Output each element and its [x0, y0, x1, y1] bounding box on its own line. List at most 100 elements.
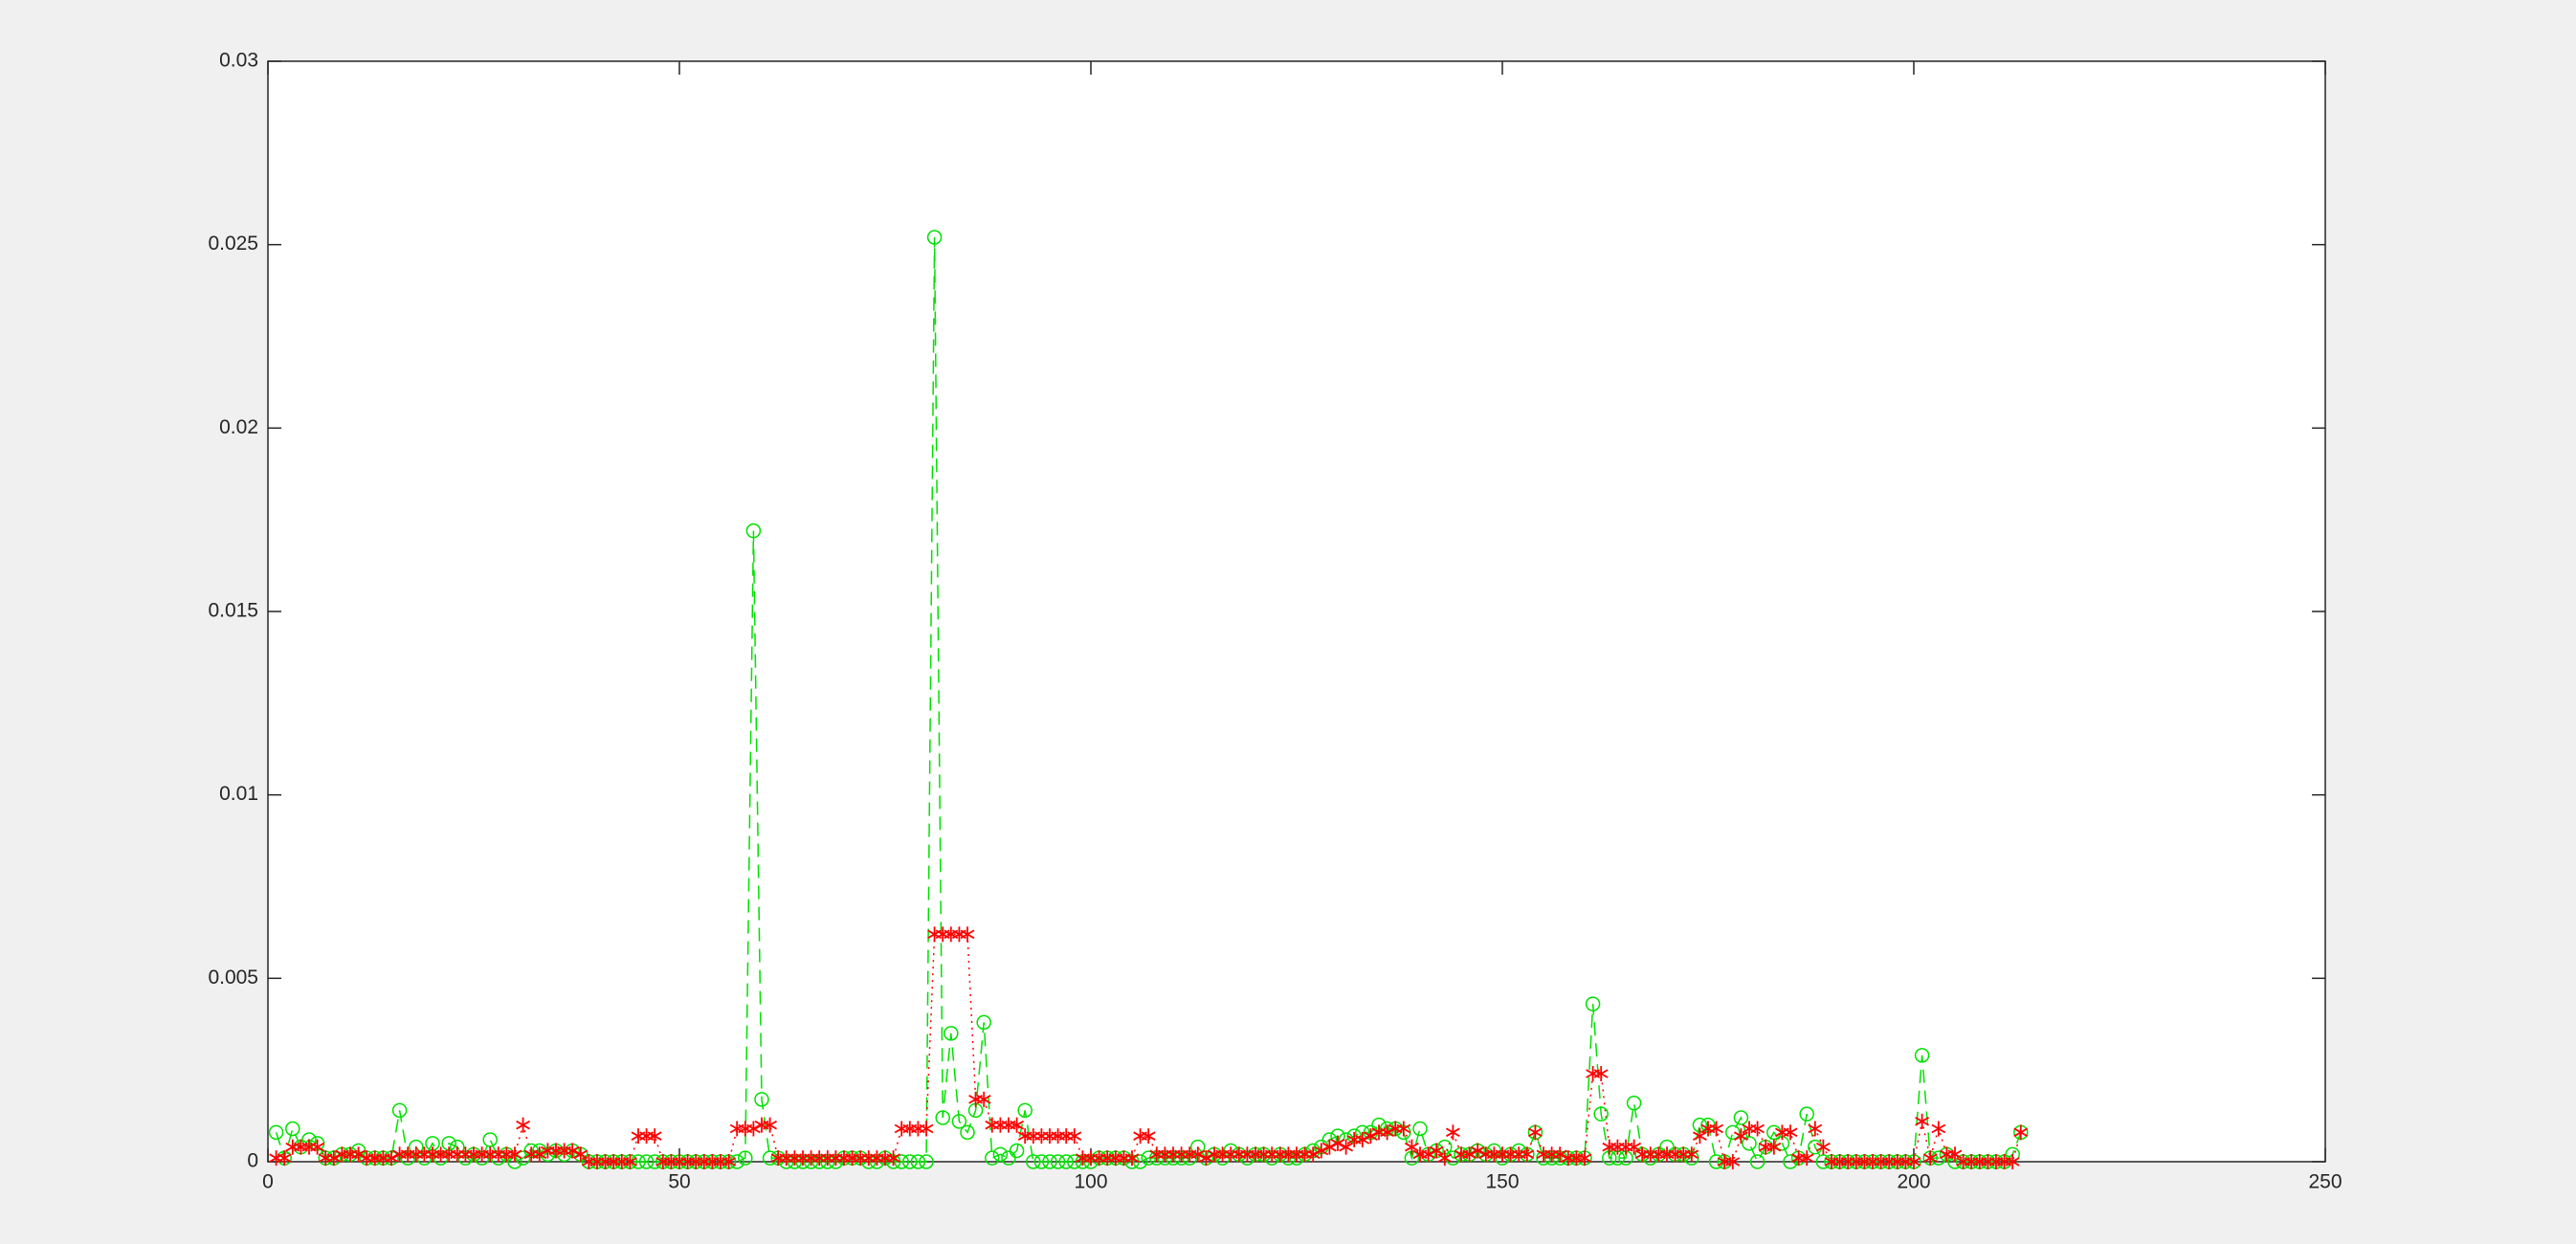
- asterisk-stroke: [745, 1123, 761, 1134]
- asterisk-stroke: [1421, 1149, 1436, 1160]
- x-tick-label: 200: [1897, 1171, 1930, 1193]
- asterisk-stroke: [507, 1149, 522, 1160]
- circle-marker: [1017, 1102, 1033, 1119]
- asterisk-marker: [1380, 1124, 1395, 1141]
- x-tick-label: 150: [1485, 1171, 1519, 1193]
- circle-marker: [1783, 1154, 1798, 1169]
- asterisk-marker: [1709, 1121, 1724, 1137]
- asterisk-marker: [622, 1154, 637, 1169]
- asterisk-stroke: [532, 1149, 547, 1160]
- asterisk-marker: [763, 1117, 778, 1133]
- circle-marker: [1042, 1154, 1057, 1169]
- circle-marker: [1067, 1154, 1082, 1169]
- axes-box: [267, 60, 2326, 1163]
- circle-marker: [976, 1014, 991, 1031]
- asterisk-marker: [1577, 1150, 1592, 1166]
- asterisk-marker: [1552, 1146, 1567, 1163]
- asterisk-marker: [1445, 1124, 1460, 1141]
- asterisk-marker: [565, 1143, 580, 1159]
- asterisk-stroke: [1437, 1153, 1453, 1163]
- y-tick-label: 0.03: [219, 50, 258, 72]
- circle-marker: [894, 1154, 909, 1169]
- circle-marker: [285, 1121, 300, 1137]
- asterisk-marker: [1906, 1154, 1921, 1169]
- asterisk-marker: [745, 1121, 761, 1137]
- asterisk-marker: [2013, 1124, 2029, 1141]
- asterisk-marker: [1915, 1113, 1930, 1129]
- asterisk-marker: [886, 1150, 901, 1166]
- circle-marker: [1009, 1143, 1025, 1159]
- asterisk-stroke: [1124, 1153, 1140, 1163]
- asterisk-stroke: [1429, 1145, 1444, 1156]
- circle-marker: [1412, 1121, 1428, 1137]
- asterisk-stroke: [1339, 1142, 1354, 1152]
- asterisk-stroke: [647, 1131, 662, 1141]
- asterisk-marker: [1808, 1121, 1823, 1137]
- asterisk-marker: [1404, 1139, 1419, 1155]
- asterisk-marker: [277, 1150, 292, 1166]
- asterisk-marker: [1733, 1128, 1748, 1144]
- asterisk-marker: [1067, 1128, 1082, 1144]
- asterisk-stroke: [1799, 1153, 1814, 1163]
- circle-marker: [482, 1132, 498, 1147]
- x-tick-label: 100: [1074, 1171, 1107, 1193]
- circle-marker: [1033, 1154, 1050, 1169]
- circle-marker: [960, 1124, 975, 1141]
- asterisk-stroke: [1577, 1153, 1592, 1163]
- asterisk-stroke: [1445, 1127, 1460, 1138]
- asterisk-stroke: [1141, 1131, 1156, 1141]
- circle-marker: [1799, 1106, 1814, 1122]
- asterisk-stroke: [1396, 1123, 1411, 1134]
- asterisk-marker: [326, 1150, 342, 1166]
- asterisk-stroke: [1010, 1120, 1025, 1130]
- asterisk-stroke: [2005, 1157, 2020, 1166]
- asterisk-stroke: [1520, 1149, 1535, 1160]
- asterisk-marker: [1947, 1146, 1963, 1163]
- asterisk-marker: [1010, 1117, 1025, 1133]
- asterisk-stroke: [310, 1142, 325, 1152]
- asterisk-marker: [310, 1139, 325, 1155]
- asterisk-stroke: [976, 1095, 991, 1104]
- circle-marker: [754, 1092, 769, 1107]
- circle-marker: [910, 1154, 926, 1169]
- asterisk-marker: [351, 1146, 366, 1163]
- asterisk-marker: [647, 1128, 662, 1144]
- circle-marker: [985, 1150, 1000, 1166]
- asterisk-stroke: [1527, 1127, 1543, 1138]
- asterisk-marker: [1815, 1139, 1831, 1155]
- asterisk-stroke: [1462, 1149, 1477, 1160]
- x-tick-label: 50: [668, 1171, 690, 1193]
- circle-marker: [1914, 1048, 1930, 1063]
- asterisk-marker: [507, 1146, 522, 1163]
- asterisk-marker: [532, 1146, 547, 1163]
- asterisk-marker: [1922, 1150, 1938, 1166]
- asterisk-marker: [1725, 1154, 1741, 1169]
- asterisk-marker: [1190, 1146, 1206, 1163]
- asterisk-stroke: [1931, 1123, 1946, 1134]
- asterisk-stroke: [1380, 1127, 1395, 1138]
- asterisk-stroke: [1198, 1153, 1213, 1163]
- asterisk-stroke: [919, 1123, 934, 1134]
- asterisk-marker: [1931, 1121, 1946, 1137]
- circle-marker: [935, 1110, 950, 1125]
- asterisk-stroke: [1808, 1123, 1823, 1134]
- asterisk-marker: [1627, 1139, 1642, 1155]
- circle-marker: [1132, 1154, 1148, 1169]
- asterisk-stroke: [1363, 1131, 1378, 1141]
- asterisk-stroke: [384, 1153, 399, 1163]
- circle-marker: [1141, 1150, 1156, 1166]
- circle-marker: [1050, 1154, 1066, 1169]
- asterisk-stroke: [1404, 1142, 1419, 1152]
- asterisk-marker: [1470, 1143, 1485, 1159]
- asterisk-stroke: [1815, 1142, 1831, 1152]
- circle-marker: [1733, 1110, 1749, 1125]
- asterisk-stroke: [1725, 1157, 1741, 1166]
- asterisk-marker: [2005, 1154, 2020, 1169]
- circle-marker: [1593, 1106, 1609, 1122]
- asterisk-stroke: [1190, 1149, 1206, 1160]
- circle-marker: [515, 1150, 531, 1166]
- asterisk-stroke: [886, 1153, 901, 1163]
- asterisk-stroke: [565, 1145, 580, 1156]
- asterisk-marker: [1684, 1146, 1699, 1163]
